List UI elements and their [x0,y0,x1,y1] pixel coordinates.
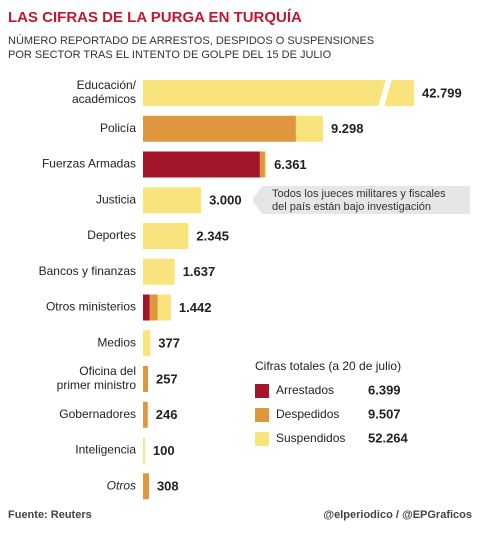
bar-segment [143,187,202,214]
annotation: del país están bajo investigación [272,201,431,213]
value-label: 9.298 [331,121,364,136]
category-label: Fuerzas Armadas [42,157,136,171]
bar-segment [143,437,145,464]
value-label: 6.361 [274,157,307,172]
bar-segment [149,294,158,321]
category-label: Gobernadores [59,407,136,421]
source: Fuente: Reuters [8,509,92,521]
legend-total: 9.507 [368,406,401,421]
legend-total: 6.399 [368,382,401,397]
bar-segment [143,401,148,428]
category-label: Otros ministerios [46,300,136,314]
legend-swatch [255,384,269,398]
value-label: 377 [158,336,180,351]
value-label: 100 [153,443,175,458]
value-label: 1.442 [179,300,212,315]
legend-total: 52.264 [368,430,409,445]
bar-segment [143,294,150,321]
annotation-box [252,186,470,214]
axis-break [378,79,392,107]
legend-swatch [255,408,269,422]
category-label: Policía [100,121,136,135]
category-label: Bancos y finanzas [39,264,136,278]
value-label: 3.000 [209,193,242,208]
bar-segment [143,115,296,142]
subtitle: NÚMERO REPORTADO DE ARRESTOS, DESPIDOS O… [8,34,374,47]
category-label: primer ministro [57,378,137,392]
category-label: Inteligencia [75,443,136,457]
bar-segment [143,473,149,500]
bar-segment [143,151,260,178]
category-label: Justicia [96,192,136,206]
category-label: Oficina del [79,364,136,378]
legend-title: Cifras totales (a 20 de julio) [255,359,401,373]
category-label: Educación/ [77,78,137,92]
bar-segment [259,151,265,178]
value-label: 308 [157,479,179,494]
value-label: 246 [156,407,178,422]
legend-swatch [255,432,269,446]
legend-label: Arrestados [276,383,334,397]
bar-segment [157,294,171,321]
bar-segment [143,223,189,249]
credit: @elperiodico / @EPGraficos [323,509,472,521]
category-label: académicos [72,92,136,106]
bar-segment [295,115,323,142]
legend-label: Suspendidos [276,431,345,445]
subtitle: POR SECTOR TRAS EL INTENTO DE GOLPE DEL … [8,49,332,61]
chart-title: LAS CIFRAS DE LA PURGA EN TURQUÍA [8,9,302,26]
bar-segment [143,330,151,357]
bar-segment [143,258,175,285]
bar-segment [143,80,414,106]
legend-label: Despedidos [276,407,339,421]
value-label: 2.345 [196,228,229,243]
category-label: Deportes [87,228,136,242]
value-label: 1.637 [183,264,216,279]
bar-segment [264,151,267,178]
category-label: Medios [97,335,136,349]
value-label: 42.799 [422,85,462,100]
value-label: 257 [156,371,178,386]
category-label: Otros [107,478,136,492]
annotation: Todos los jueces militares y fiscales [272,188,446,200]
bar-segment [143,366,148,392]
